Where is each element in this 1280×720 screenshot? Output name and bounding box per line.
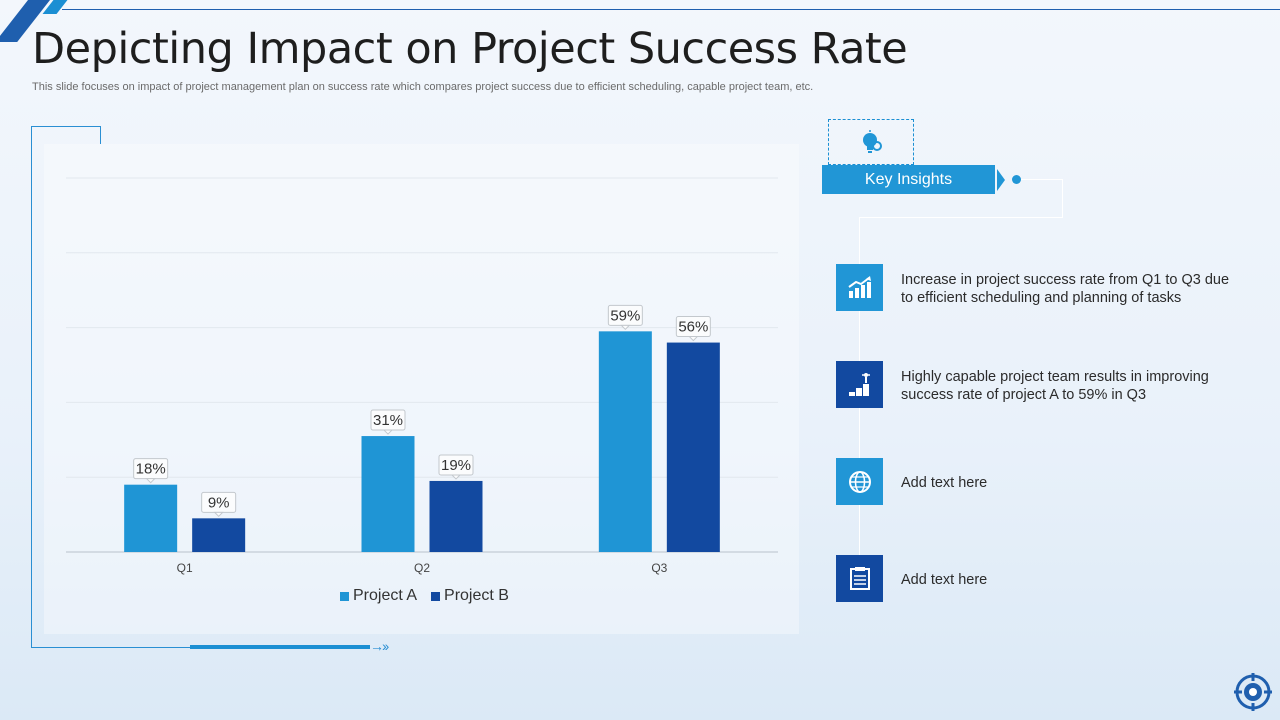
data-label: 19% [441,457,471,474]
insight-text-4: Add text here [901,572,988,588]
frame-line [31,126,101,127]
growth-chart-icon [836,264,883,311]
header-rule [62,9,1280,10]
banner-arrow [997,169,1005,191]
connector-line [1062,179,1063,218]
chart-panel: Q1 18% 9% Q2 31% 19% Q3 59% 56% Project A Projec… [44,144,799,634]
legend-label-project-b: Project B [444,587,509,604]
data-label-pointer [620,324,631,331]
key-insights-banner: Key Insights [822,165,995,194]
target-logo-icon [1234,673,1272,711]
data-label: 31% [373,412,403,429]
bar-project-b-q2 [429,480,483,552]
lightbulb-gear-icon [863,130,882,153]
success-steps-icon [836,361,883,408]
data-label: 9% [208,494,230,511]
page-title: Depicting Impact on Project Success Rate [32,24,908,74]
legend-swatch-project-a [340,591,349,601]
insights-icon-box [828,119,914,165]
chart-legend: Project A Project B [340,587,509,605]
connector-line [1021,179,1063,180]
insight-text-2: Highly capable project team results in i… [901,369,1209,403]
x-tick-label: Q2 [414,561,430,575]
chevrons-right-icon: →›› [370,638,389,654]
data-label-pointer [213,511,224,518]
connector-line [859,217,860,602]
x-tick-label: Q1 [177,561,193,575]
page-subtitle: This slide focuses on impact of project … [32,81,814,93]
frame-accent-bar [190,645,370,649]
frame-line [31,126,32,648]
x-tick-label: Q3 [651,561,667,575]
legend-label-project-a: Project A [353,587,418,604]
bar-project-b-q1 [192,518,246,552]
bar-project-a-q1 [124,484,178,552]
bar-project-a-q2 [361,436,415,552]
frame-line [31,647,191,648]
data-label-pointer [450,474,462,480]
data-label: 56% [678,319,708,336]
data-label-pointer [688,336,699,342]
legend-item-project-b: Project B [431,587,509,605]
bar-project-a-q3 [598,331,652,552]
frame-line [100,126,101,144]
insight-text-3: Add text here [901,475,988,491]
data-label: 59% [610,307,640,324]
connector-line [859,217,1063,218]
data-label: 18% [136,461,166,478]
data-label-pointer [382,429,394,435]
globe-icon [836,458,883,505]
bar-project-b-q3 [666,342,720,552]
bar-chart: Q1 18% 9% Q2 31% 19% Q3 59% 56% [66,177,778,575]
connector-dot [1012,175,1021,184]
insight-text-1: Increase in project success rate from Q1… [901,272,1230,306]
legend-item-project-a: Project A [340,587,417,605]
data-label-pointer [145,478,156,484]
legend-swatch-project-b [431,591,441,601]
document-icon [836,555,883,602]
